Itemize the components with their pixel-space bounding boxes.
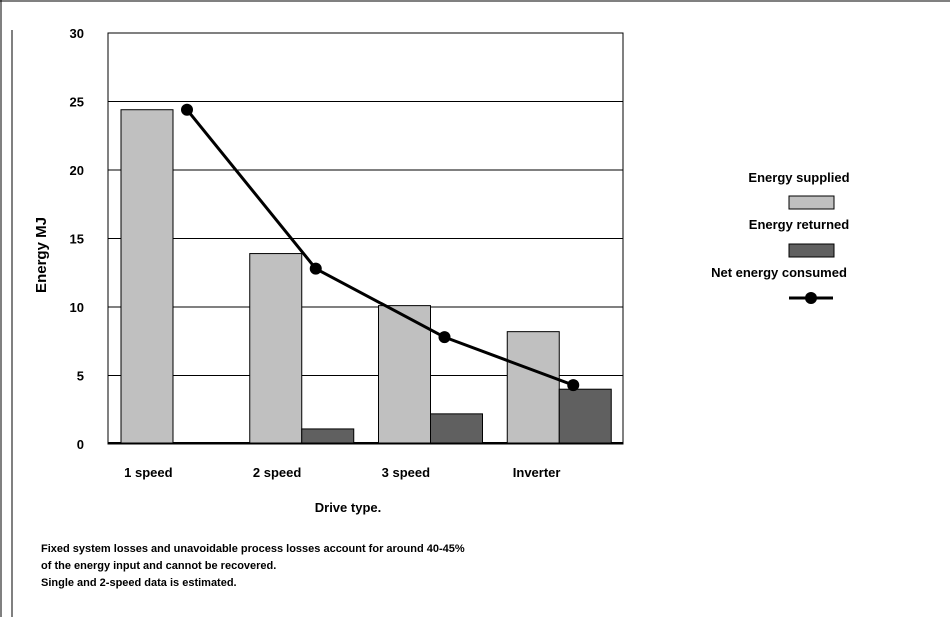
- legend-label-net-energy: Net energy consumed: [711, 265, 847, 280]
- bar-energy-supplied: [506, 331, 560, 444]
- net-energy-point: [181, 103, 193, 116]
- bar-energy-returned: [558, 388, 612, 444]
- footnotes: Fixed system losses and unavoidable proc…: [41, 541, 661, 592]
- bars: [120, 109, 612, 444]
- x-tick-labels: 1 speed 2 speed 3 speed Inverter: [124, 465, 560, 480]
- y-tick-label: 10: [70, 300, 84, 315]
- x-tick-label: 1 speed: [124, 465, 172, 480]
- net-energy-line: [181, 103, 580, 392]
- net-energy-point: [309, 262, 322, 275]
- x-tick-label: 3 speed: [382, 465, 430, 480]
- bar-energy-returned: [301, 428, 355, 444]
- bar-energy-returned: [172, 442, 226, 444]
- bar-energy-returned: [430, 413, 483, 444]
- footnote-line: of the energy input and cannot be recove…: [41, 560, 277, 572]
- y-tick-label: 30: [70, 26, 84, 41]
- x-axis-title: Drive type.: [315, 500, 381, 515]
- net-energy-polyline: [185, 108, 574, 387]
- plot-area-border: [107, 32, 624, 445]
- legend-label-energy-supplied: Energy supplied: [748, 170, 849, 185]
- legend-swatch-energy-returned: [788, 243, 835, 258]
- bar-energy-supplied: [378, 305, 431, 444]
- footnote-line: Single and 2-speed data is estimated.: [41, 577, 237, 589]
- legend-swatch-energy-supplied: [788, 195, 835, 210]
- y-axis-title: Energy MJ: [33, 217, 50, 293]
- footnote-line: Fixed system losses and unavoidable proc…: [41, 543, 465, 555]
- legend-label-energy-returned: Energy returned: [749, 217, 849, 232]
- bar-energy-supplied: [249, 253, 303, 444]
- x-tick-label: Inverter: [513, 465, 561, 480]
- y-tick-labels: 0 5 10 15 20 25 30: [70, 26, 84, 452]
- y-tick-label: 5: [77, 369, 84, 384]
- bar-energy-supplied: [120, 109, 174, 444]
- y-tick-label: 15: [70, 232, 84, 247]
- legend-swatch-net-energy-marker: [805, 292, 817, 304]
- legend: Energy supplied Energy returned Net ener…: [711, 170, 850, 304]
- x-tick-label: 2 speed: [253, 465, 301, 480]
- y-tick-label: 20: [70, 163, 84, 178]
- y-tick-label: 0: [77, 437, 84, 452]
- net-energy-point: [567, 379, 580, 392]
- y-tick-label: 25: [70, 95, 84, 110]
- net-energy-point: [438, 331, 451, 344]
